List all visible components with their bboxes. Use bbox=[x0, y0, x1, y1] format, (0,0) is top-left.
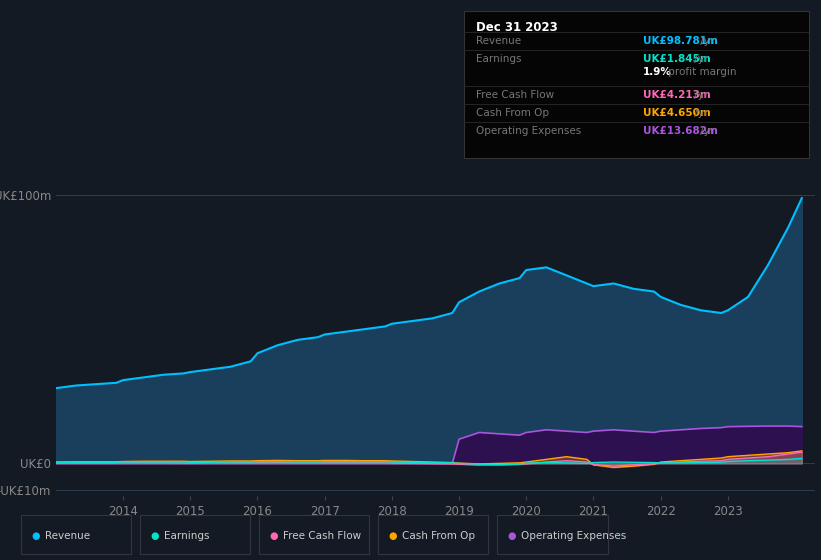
Text: Operating Expenses: Operating Expenses bbox=[521, 531, 626, 541]
Text: UK£4.213m: UK£4.213m bbox=[643, 90, 711, 100]
Text: UK£4.650m: UK£4.650m bbox=[643, 108, 711, 118]
Text: ●: ● bbox=[269, 531, 277, 541]
Text: Earnings: Earnings bbox=[164, 531, 209, 541]
Text: ●: ● bbox=[150, 531, 158, 541]
Text: Earnings: Earnings bbox=[476, 54, 521, 64]
Text: UK£98.781m: UK£98.781m bbox=[643, 36, 718, 46]
Text: ●: ● bbox=[388, 531, 397, 541]
Text: /yr: /yr bbox=[691, 54, 709, 64]
Text: ●: ● bbox=[31, 531, 39, 541]
Text: /yr: /yr bbox=[691, 108, 709, 118]
Text: Revenue: Revenue bbox=[45, 531, 90, 541]
Text: profit margin: profit margin bbox=[664, 67, 736, 77]
Text: UK£13.682m: UK£13.682m bbox=[643, 126, 718, 136]
Text: Free Cash Flow: Free Cash Flow bbox=[283, 531, 361, 541]
Text: /yr: /yr bbox=[691, 90, 709, 100]
Text: /yr: /yr bbox=[696, 126, 713, 136]
Text: 1.9%: 1.9% bbox=[643, 67, 672, 77]
Text: ●: ● bbox=[507, 531, 516, 541]
Text: Operating Expenses: Operating Expenses bbox=[476, 126, 581, 136]
Text: Dec 31 2023: Dec 31 2023 bbox=[476, 21, 558, 34]
Text: Cash From Op: Cash From Op bbox=[402, 531, 475, 541]
Text: /yr: /yr bbox=[696, 36, 713, 46]
Text: Revenue: Revenue bbox=[476, 36, 521, 46]
Text: UK£1.845m: UK£1.845m bbox=[643, 54, 711, 64]
Text: Cash From Op: Cash From Op bbox=[476, 108, 549, 118]
Text: Free Cash Flow: Free Cash Flow bbox=[476, 90, 554, 100]
